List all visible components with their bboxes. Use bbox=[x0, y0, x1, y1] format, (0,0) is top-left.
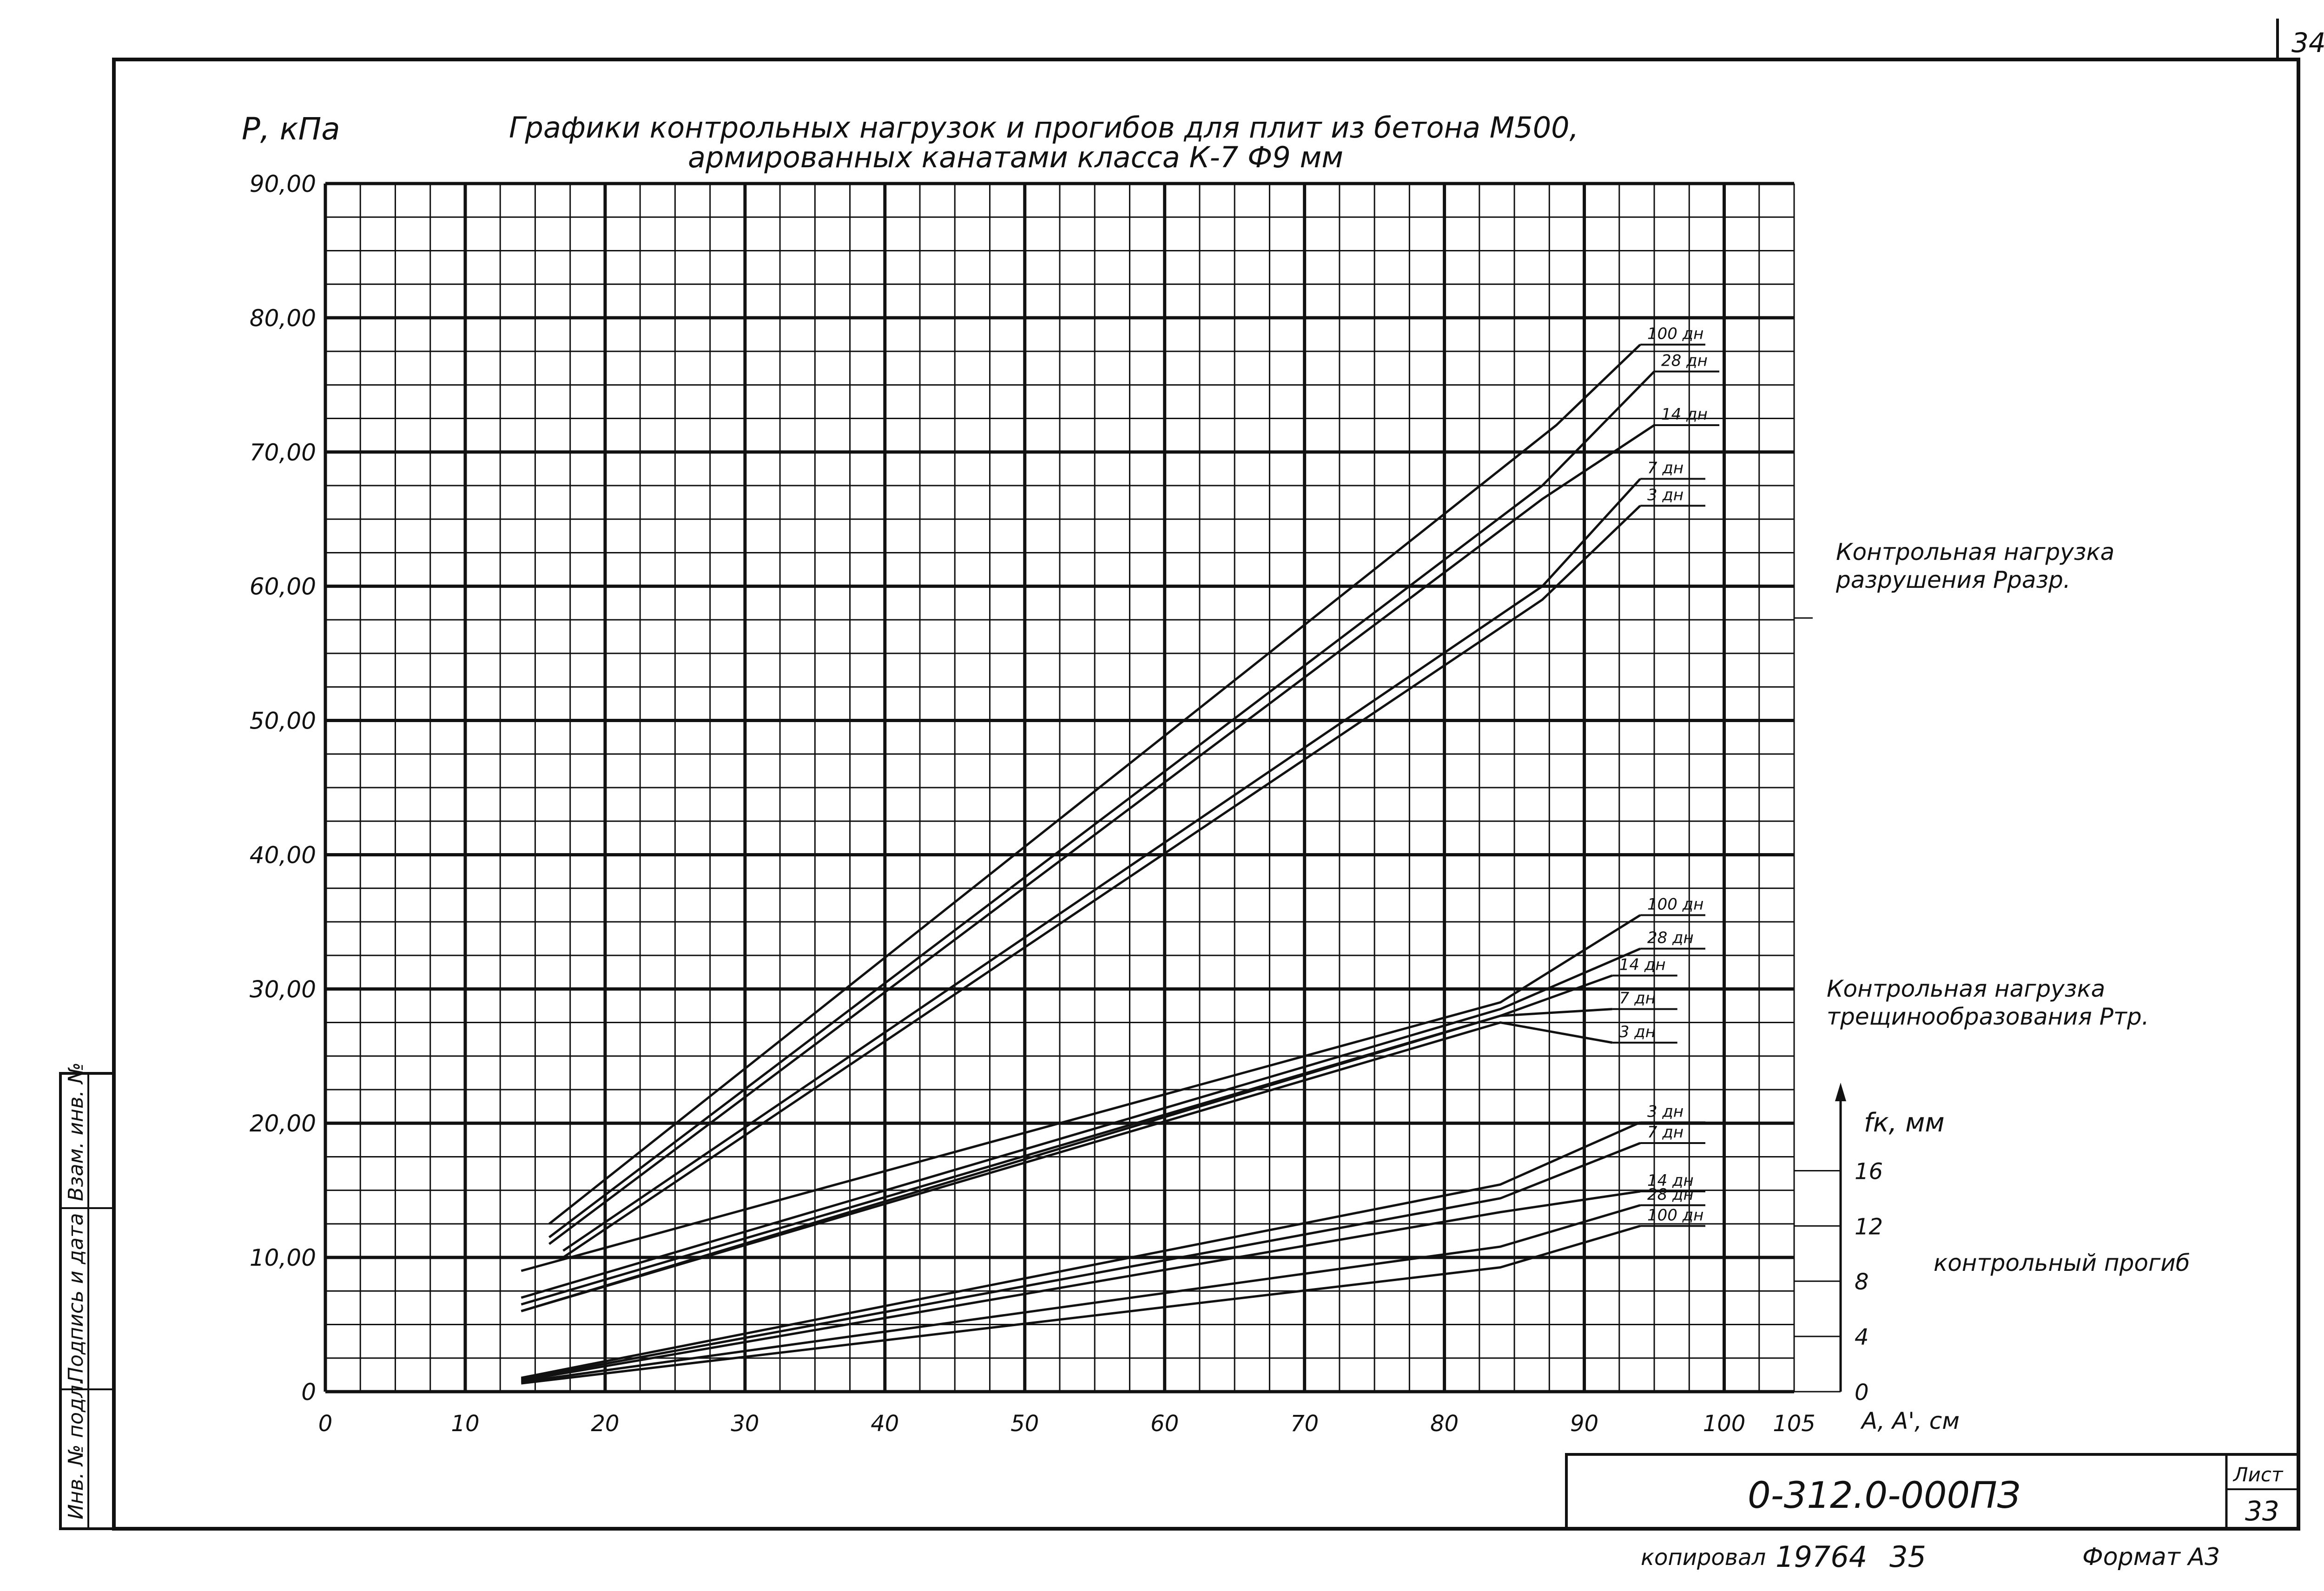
series-line-g0-3 bbox=[562, 478, 1641, 1252]
series-line-g2-3 bbox=[521, 1204, 1641, 1383]
y2-axis-label: fк, мм bbox=[1864, 1108, 1945, 1138]
series-label: 28 дн bbox=[1647, 929, 1694, 947]
series-label: 7 дн bbox=[1647, 459, 1684, 478]
series-line-g0-4 bbox=[562, 505, 1641, 1259]
y-tick-label: 40,00 bbox=[250, 842, 316, 868]
format-text: Формат А3 bbox=[2082, 1543, 2220, 1571]
series-label: 3 дн bbox=[1619, 1023, 1656, 1041]
series-label: 14 дн bbox=[1661, 405, 1708, 424]
x-tick-label: 30 bbox=[731, 1411, 759, 1437]
sheet-label: Лист bbox=[2232, 1463, 2284, 1486]
chart-title-line1: Графики контрольных нагрузок и прогибов … bbox=[509, 111, 1578, 145]
series-label: 14 дн bbox=[1619, 955, 1666, 974]
y2-tick-label: 8 bbox=[1855, 1269, 1869, 1295]
page-number: 34 bbox=[2291, 27, 2324, 59]
series-line-g0-0 bbox=[548, 343, 1641, 1225]
side-stamp: Инв. № подл. Подпись и дата Взам. инв. № bbox=[59, 1062, 115, 1530]
y-tick-label: 10,00 bbox=[250, 1244, 316, 1271]
chart-title-line2: армированных канатами класса К-7 Ф9 мм bbox=[688, 140, 1343, 174]
y-tick-label: 80,00 bbox=[250, 305, 316, 332]
y2-tick-label: 12 bbox=[1855, 1214, 1883, 1240]
y2-tick-label: 4 bbox=[1855, 1324, 1869, 1350]
x-tick-label: 105 bbox=[1773, 1411, 1816, 1437]
series-line-g0-2 bbox=[548, 424, 1655, 1245]
group-label-line1: контрольный прогиб bbox=[1934, 1249, 2190, 1276]
series-line-g0-1 bbox=[548, 370, 1655, 1238]
series-label: 100 дн bbox=[1647, 1206, 1703, 1224]
series-line-g2-2 bbox=[521, 1190, 1641, 1382]
title-block: 0-312.0-000ПЗ Лист 33 копировал 19764 35… bbox=[1565, 1453, 2300, 1574]
x-tick-label: 90 bbox=[1570, 1411, 1598, 1437]
y2-axis-arrow bbox=[1835, 1083, 1846, 1101]
series-label: 7 дн bbox=[1647, 1123, 1684, 1142]
y-tick-label: 20,00 bbox=[250, 1110, 316, 1137]
copy-number: 19764 bbox=[1776, 1540, 1867, 1574]
series-line-g1-3 bbox=[521, 1008, 1612, 1313]
series-label: 3 дн bbox=[1647, 1102, 1684, 1121]
series-line-g1-0 bbox=[521, 914, 1641, 1272]
group-label-line1: Контрольная нагрузка bbox=[1836, 539, 2114, 565]
series-label: 14 дн bbox=[1647, 1171, 1694, 1190]
stamp-cell-3: Взам. инв. № bbox=[64, 1062, 88, 1201]
y-tick-label: 70,00 bbox=[250, 439, 316, 466]
x-axis-label: А, А', см bbox=[1860, 1407, 1960, 1434]
series-label: 28 дн bbox=[1647, 1185, 1694, 1204]
x-tick-label: 0 bbox=[318, 1411, 333, 1437]
x-tick-label: 60 bbox=[1150, 1411, 1179, 1437]
stamp-cell-1: Инв. № подл. bbox=[64, 1378, 88, 1519]
y-tick-label: 60,00 bbox=[250, 573, 316, 600]
y-tick-label: 0 bbox=[301, 1379, 316, 1406]
series-label: 3 дн bbox=[1647, 486, 1684, 504]
sheet-number: 33 bbox=[2245, 1495, 2279, 1527]
series-line-g1-4 bbox=[521, 1021, 1613, 1313]
x-tick-label: 80 bbox=[1430, 1411, 1459, 1437]
series-label: 7 дн bbox=[1619, 989, 1656, 1008]
x-tick-label: 20 bbox=[591, 1411, 619, 1437]
x-tick-label: 40 bbox=[871, 1411, 899, 1437]
y-tick-label: 90,00 bbox=[250, 171, 316, 197]
y2-tick-label: 16 bbox=[1855, 1158, 1883, 1184]
series-label: 100 дн bbox=[1647, 325, 1703, 343]
outer-frame bbox=[112, 58, 2300, 1531]
y-axis-label: Р, кПа bbox=[242, 111, 340, 147]
x-tick-label: 10 bbox=[451, 1411, 479, 1437]
copied-text: копировал bbox=[1641, 1545, 1766, 1571]
x-tick-label: 100 bbox=[1703, 1411, 1746, 1437]
x-tick-label: 50 bbox=[1010, 1411, 1039, 1437]
group-label-line2: разрушения Рразр. bbox=[1835, 566, 2071, 593]
tick-labels: 0 10 20 30 40 50 60 70 80 90 100 105010,0020,0030,0… bbox=[250, 171, 1883, 1437]
group-label-line2: трещинообразования Ртр. bbox=[1827, 1003, 2149, 1030]
copy-extra: 35 bbox=[1889, 1540, 1926, 1574]
y-tick-label: 30,00 bbox=[250, 976, 316, 1003]
stamp-cell-2: Подпись и дата bbox=[64, 1213, 88, 1382]
series-line-g2-4 bbox=[521, 1224, 1641, 1385]
series-label: 100 дн bbox=[1647, 895, 1703, 914]
group-label-line1: Контрольная нагрузка bbox=[1827, 975, 2105, 1002]
series-line-g2-0 bbox=[521, 1121, 1641, 1379]
x-tick-label: 70 bbox=[1290, 1411, 1319, 1437]
y2-tick-label: 0 bbox=[1855, 1380, 1869, 1406]
series-label: 28 дн bbox=[1661, 351, 1708, 370]
designation: 0-312.0-000ПЗ bbox=[1748, 1475, 2020, 1517]
y-tick-label: 50,00 bbox=[250, 708, 316, 735]
series-line-g2-1 bbox=[521, 1142, 1641, 1381]
series-line-g1-1 bbox=[521, 947, 1641, 1299]
